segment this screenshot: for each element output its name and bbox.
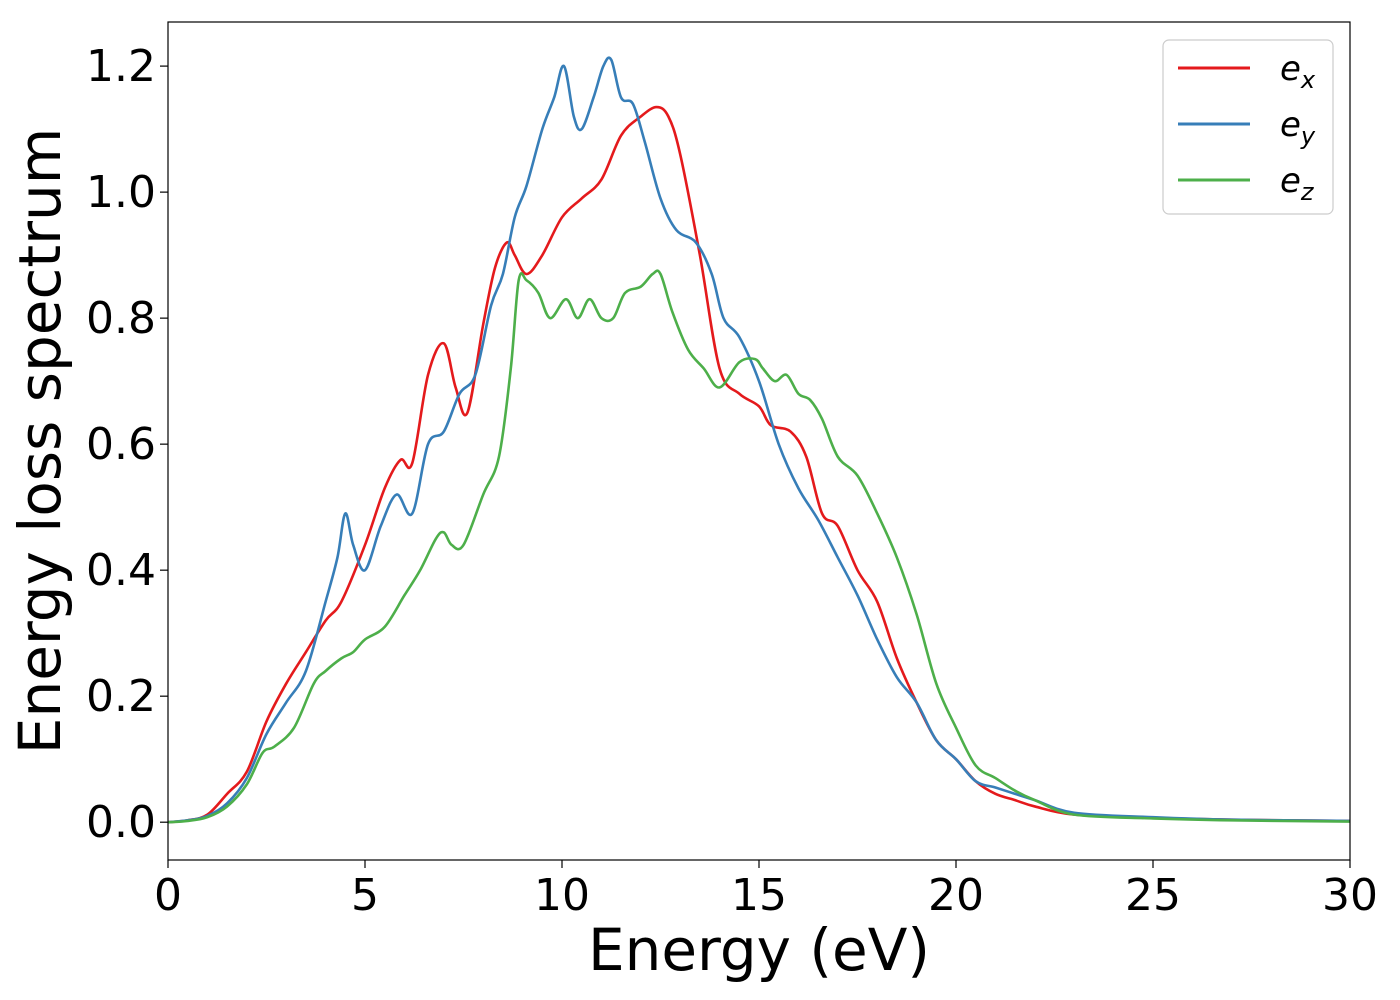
x-tick-label: 15 — [731, 870, 787, 921]
y-axis-title: Energy loss spectrum — [6, 128, 74, 754]
legend-box — [1162, 39, 1334, 215]
x-tick-label: 30 — [1322, 870, 1378, 921]
legend-label-subscript: y — [1300, 122, 1316, 150]
legend-label-base: e — [1280, 105, 1301, 145]
legend-label-z: ez — [1280, 161, 1315, 206]
legend-label-base: e — [1280, 161, 1301, 201]
x-tick-label: 5 — [351, 870, 379, 921]
series-line-z — [168, 269, 1350, 824]
y-tick-label: 0.0 — [86, 797, 156, 848]
x-tick-label: 10 — [534, 870, 590, 921]
series-layer — [168, 56, 1350, 824]
x-axis: 0 5 10 15 20 25 30 — [154, 860, 1378, 921]
series-line-y — [168, 56, 1350, 824]
legend-label-subscript: x — [1300, 66, 1316, 94]
y-tick-label: 0.4 — [86, 545, 156, 596]
y-tick-label: 0.2 — [86, 671, 156, 722]
y-tick-label: 0.6 — [86, 419, 156, 470]
y-tick-label: 0.8 — [86, 293, 156, 344]
x-tick-label: 25 — [1125, 870, 1181, 921]
y-tick-label: 1.0 — [86, 167, 156, 218]
legend-label-base: e — [1280, 49, 1301, 89]
legend-label-x: ex — [1280, 49, 1316, 94]
legend-label-y: ey — [1280, 105, 1316, 150]
x-tick-label: 0 — [154, 870, 182, 921]
legend-label-subscript: z — [1300, 178, 1315, 206]
x-tick-label: 20 — [928, 870, 984, 921]
y-axis: 0.0 0.2 0.4 0.6 0.8 1.0 1.2 — [86, 41, 168, 848]
y-tick-label: 1.2 — [86, 41, 156, 92]
x-axis-title: Energy (eV) — [588, 916, 930, 984]
